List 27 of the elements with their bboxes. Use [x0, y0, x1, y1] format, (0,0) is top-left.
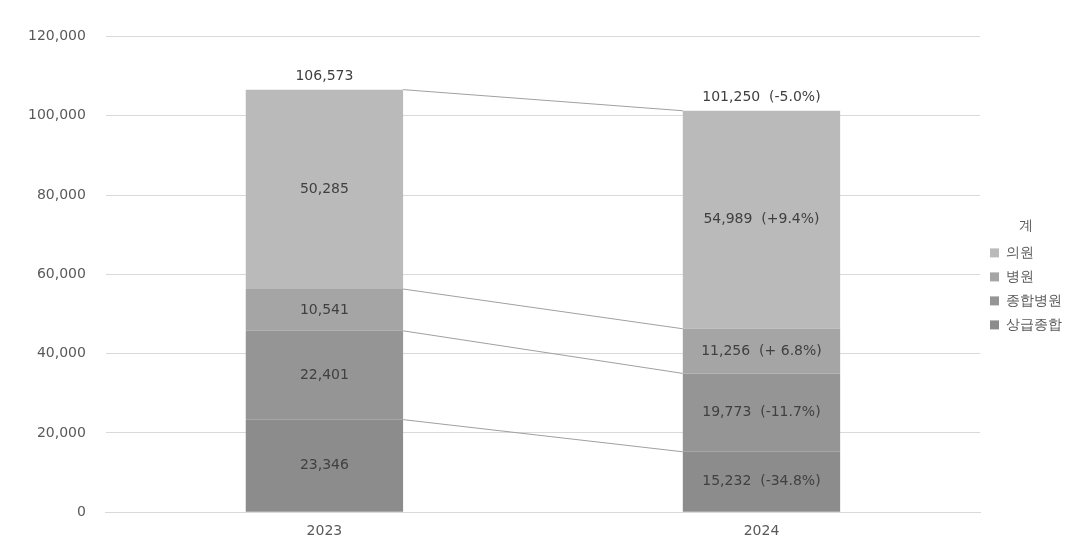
- x-tick-label: 2023: [306, 522, 343, 539]
- y-tick-label: 40,000: [36, 344, 86, 361]
- data-label: 23,346: [299, 456, 349, 473]
- data-label: 54,989 (+9.4%): [703, 210, 820, 227]
- data-label: 22,401: [299, 365, 349, 382]
- bar: [682, 110, 841, 329]
- y-tick-label: 120,000: [27, 27, 86, 44]
- legend-label: 병원: [1006, 267, 1034, 284]
- data-label: 15,232 (-34.8%): [702, 472, 821, 489]
- y-tick-label: 100,000: [27, 106, 86, 123]
- total-label: 101,250 (-5.0%): [702, 88, 821, 105]
- bar: [245, 89, 404, 290]
- y-tick-label: 0: [76, 502, 86, 519]
- bar: [682, 328, 841, 374]
- y-tick-label: 80,000: [36, 185, 86, 202]
- legend-label: 상급종합: [1006, 315, 1062, 332]
- x-tick-label: 2024: [743, 522, 780, 539]
- y-tick-label: 60,000: [36, 264, 86, 281]
- data-label: 11,256 (+ 6.8%): [701, 341, 822, 358]
- legend-label: 의원: [1006, 243, 1034, 260]
- data-label: 50,285: [299, 179, 349, 196]
- y-tick-label: 20,000: [36, 423, 86, 440]
- data-label: 10,541: [299, 300, 349, 317]
- legend-label: 종합병원: [1006, 291, 1062, 308]
- legend-title: 계: [1019, 216, 1033, 233]
- data-label: 19,773 (-11.7%): [702, 403, 821, 420]
- total-label: 106,573: [295, 67, 354, 84]
